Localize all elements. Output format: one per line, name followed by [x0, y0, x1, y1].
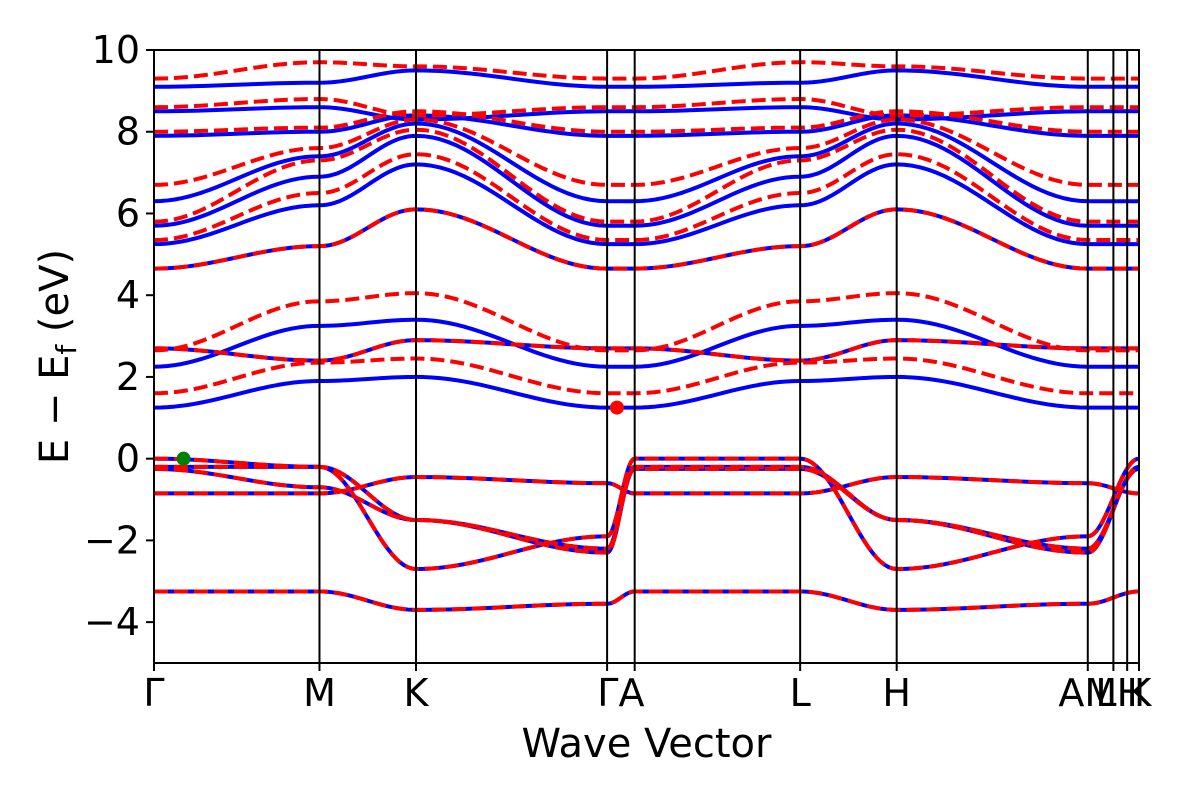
band-line-dashed-9: [154, 152, 1139, 243]
y-tick-label: 4: [116, 273, 140, 317]
x-tick-label: L: [790, 671, 811, 715]
x-tick-label: H: [882, 671, 911, 715]
band-line-dashed-0: [154, 589, 1139, 612]
band-line-dashed-5: [154, 356, 1139, 396]
x-tick-label: AM: [1058, 671, 1117, 715]
y-tick-label: 0: [116, 437, 140, 481]
plot-area: [154, 50, 1139, 663]
x-tick-label: K: [404, 671, 430, 715]
x-tick-label: ΓA: [597, 671, 644, 715]
y-tick-label: 6: [116, 191, 140, 235]
x-tick-label: LH: [1095, 671, 1145, 715]
plot-frame: [153, 49, 1140, 664]
y-tick-label: 8: [116, 110, 140, 154]
marker-point-1: [609, 400, 624, 415]
y-tick-label: 10: [92, 28, 140, 72]
x-tick-label: K: [1127, 671, 1153, 715]
y-tick-label: −2: [84, 518, 140, 562]
band-line-dashed-14: [154, 60, 1139, 81]
band-line-solid-5: [154, 374, 1139, 410]
x-tick-label: Γ: [143, 671, 164, 715]
x-tick-label: M: [303, 671, 336, 715]
marker-point-0: [176, 451, 191, 466]
x-axis-label: Wave Vector: [522, 721, 773, 767]
band-line-solid-12: [154, 113, 1139, 138]
band-line-dashed-4: [154, 456, 1139, 572]
y-tick-label: 2: [116, 355, 140, 399]
band-line-dashed-6: [154, 291, 1139, 353]
y-axis-label: E − Ef (eV): [32, 249, 83, 464]
y-tick-label: −4: [84, 600, 140, 644]
